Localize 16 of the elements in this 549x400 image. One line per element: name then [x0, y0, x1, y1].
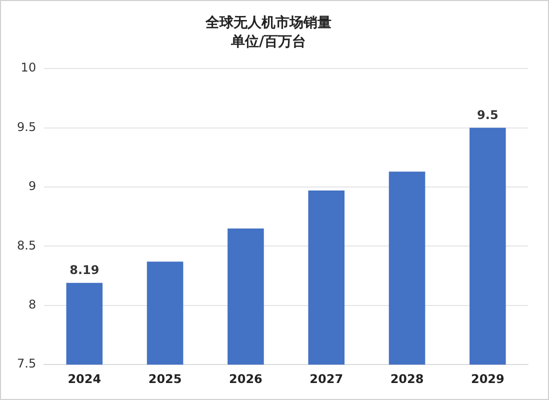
- y-tick-label: 8.5: [16, 238, 36, 252]
- x-tick-label: 2026: [229, 372, 262, 386]
- chart-subtitle: 单位/百万台: [230, 34, 306, 50]
- y-tick-label: 10: [20, 60, 36, 75]
- x-tick-label: 2024: [68, 372, 102, 386]
- y-tick-label: 8: [28, 298, 36, 312]
- x-tick-label: 2027: [310, 372, 344, 386]
- y-tick-label: 9.5: [16, 120, 36, 134]
- chart-title: 全球无人机市场销量: [204, 14, 332, 32]
- x-tick-label: 2028: [390, 372, 424, 386]
- data-label: 8.19: [70, 263, 100, 278]
- x-tick-label: 2029: [470, 372, 504, 386]
- y-tick-label: 7.5: [16, 356, 36, 371]
- x-tick-label: 2025: [148, 372, 182, 386]
- y-tick-label: 9: [28, 179, 36, 194]
- data-label: 9.5: [477, 108, 498, 122]
